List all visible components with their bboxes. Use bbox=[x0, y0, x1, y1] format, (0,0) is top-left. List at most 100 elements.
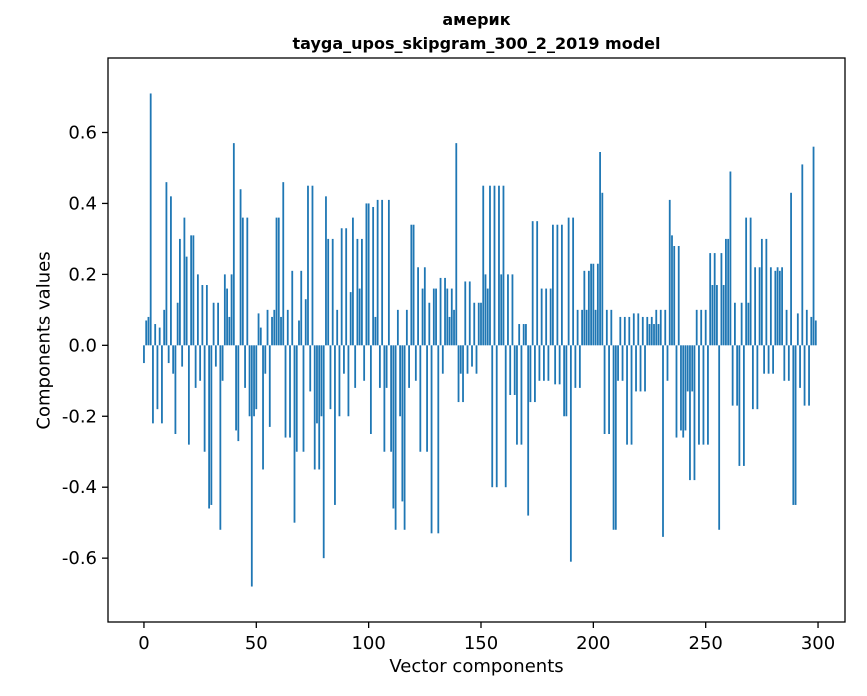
bar bbox=[286, 309, 289, 346]
bar bbox=[181, 345, 184, 367]
bar bbox=[540, 288, 543, 346]
bar bbox=[244, 345, 246, 388]
bar bbox=[432, 288, 435, 346]
bar bbox=[673, 246, 676, 346]
bar bbox=[646, 316, 649, 346]
bar bbox=[273, 309, 276, 346]
bar bbox=[707, 345, 709, 445]
bar bbox=[702, 345, 705, 445]
bar bbox=[446, 288, 449, 346]
bar bbox=[165, 182, 168, 346]
bar bbox=[738, 345, 741, 466]
bar bbox=[192, 235, 195, 346]
y-tick-label: -0.2 bbox=[62, 406, 97, 427]
x-tick-label: 200 bbox=[576, 633, 610, 654]
bar bbox=[408, 345, 410, 388]
bar bbox=[199, 345, 202, 381]
bar bbox=[349, 292, 352, 346]
bar bbox=[143, 345, 145, 364]
bar bbox=[689, 345, 691, 481]
bar bbox=[655, 309, 658, 346]
bar bbox=[473, 302, 476, 346]
bar bbox=[293, 345, 296, 523]
bar bbox=[176, 302, 179, 346]
bar bbox=[700, 309, 703, 346]
bar bbox=[587, 270, 590, 346]
bar bbox=[691, 345, 694, 392]
bar bbox=[787, 345, 790, 381]
bar bbox=[266, 309, 269, 346]
bar bbox=[255, 345, 258, 410]
bar bbox=[392, 345, 395, 509]
bar bbox=[758, 267, 761, 346]
bar bbox=[208, 345, 211, 509]
x-tick-label: 300 bbox=[801, 633, 835, 654]
bar bbox=[500, 274, 503, 346]
bar bbox=[390, 345, 393, 452]
bar bbox=[396, 309, 399, 346]
bar bbox=[430, 345, 433, 534]
bar bbox=[767, 345, 770, 374]
bar bbox=[399, 345, 401, 417]
bar bbox=[754, 267, 757, 346]
bar bbox=[610, 309, 613, 346]
bar bbox=[161, 345, 163, 424]
bar bbox=[803, 345, 806, 406]
bar bbox=[769, 267, 772, 346]
bar bbox=[812, 146, 815, 346]
bar bbox=[237, 345, 240, 442]
bar bbox=[621, 345, 624, 381]
bar bbox=[149, 93, 152, 346]
bar bbox=[504, 345, 507, 488]
bar bbox=[632, 313, 635, 346]
bar bbox=[304, 299, 307, 346]
bar bbox=[552, 224, 554, 346]
bar bbox=[711, 285, 714, 346]
y-axis-label: Components values bbox=[33, 251, 55, 430]
bar bbox=[385, 345, 388, 388]
bar bbox=[489, 185, 491, 346]
bar bbox=[367, 203, 370, 346]
bar bbox=[248, 345, 251, 417]
bar bbox=[567, 217, 570, 346]
bar bbox=[412, 224, 415, 346]
bar bbox=[455, 143, 458, 346]
bar bbox=[644, 345, 646, 392]
bar bbox=[228, 316, 231, 346]
bar bbox=[511, 274, 514, 346]
bar bbox=[426, 345, 428, 452]
bar bbox=[558, 345, 561, 385]
bar bbox=[480, 302, 482, 346]
bar bbox=[268, 345, 271, 427]
bar bbox=[641, 316, 644, 346]
x-tick-label: 100 bbox=[351, 633, 385, 654]
bar bbox=[183, 217, 186, 346]
bar bbox=[578, 345, 581, 388]
bar bbox=[648, 324, 651, 346]
bar bbox=[419, 345, 422, 452]
bar bbox=[316, 345, 318, 424]
bar bbox=[747, 302, 750, 346]
bar bbox=[603, 345, 606, 434]
bar bbox=[226, 288, 228, 346]
bar bbox=[327, 238, 330, 346]
bar bbox=[794, 345, 797, 505]
chart-title-word: америк bbox=[442, 10, 511, 29]
bar bbox=[680, 345, 682, 431]
bar bbox=[331, 238, 334, 346]
bar bbox=[289, 345, 291, 438]
bar bbox=[194, 345, 197, 388]
bar bbox=[713, 253, 716, 346]
bar bbox=[563, 345, 566, 417]
bar bbox=[545, 288, 548, 346]
bar bbox=[581, 309, 584, 346]
bar bbox=[361, 238, 363, 346]
bar bbox=[466, 345, 469, 374]
bar bbox=[572, 217, 575, 346]
bar bbox=[356, 238, 359, 346]
bar bbox=[531, 221, 534, 346]
plot-border bbox=[107, 57, 846, 623]
bar bbox=[756, 345, 759, 410]
bar bbox=[720, 253, 723, 346]
